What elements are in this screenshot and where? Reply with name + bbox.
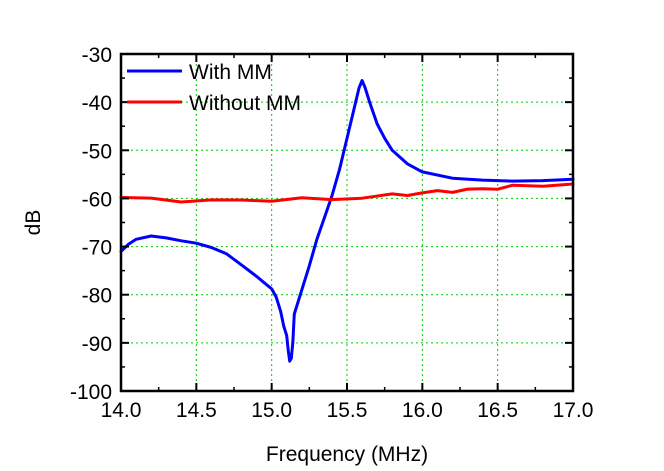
- grid: [121, 54, 573, 391]
- x-axis-title: Frequency (MHz): [266, 443, 428, 466]
- y-tick-label: -100: [70, 381, 112, 404]
- y-tick-label: -60: [82, 188, 112, 211]
- x-tick-label: 16.5: [477, 399, 518, 422]
- x-tick-label: 17.0: [553, 399, 594, 422]
- y-tick-label: -40: [82, 92, 112, 115]
- x-tick-label: 15.0: [251, 399, 292, 422]
- y-tick-label: -50: [82, 140, 112, 163]
- y-tick-label: -30: [82, 44, 112, 67]
- legend-label-with-mm: With MM: [189, 61, 272, 84]
- x-tick-label: 14.5: [176, 399, 217, 422]
- x-tick-label: 15.5: [327, 399, 368, 422]
- y-tick-label: -80: [82, 285, 112, 308]
- y-axis-title: dB: [22, 210, 45, 236]
- y-tick-label: -70: [82, 237, 112, 260]
- series-layer: [119, 79, 575, 363]
- x-tick-label: 14.0: [101, 399, 142, 422]
- series-line-with-mm: [119, 79, 575, 363]
- axis-ticks: [120, 53, 574, 392]
- y-tick-label: -90: [82, 333, 112, 356]
- tick-labels: 14.0 14.5 15.0 15.5 16.0 16.5 17.0 -30 -40 -50 -60…: [70, 44, 593, 422]
- legend-label-without-mm: Without MM: [189, 92, 301, 115]
- series-line-without-mm: [119, 182, 575, 204]
- legend: With MM Without MM: [127, 61, 301, 115]
- x-tick-label: 16.0: [402, 399, 443, 422]
